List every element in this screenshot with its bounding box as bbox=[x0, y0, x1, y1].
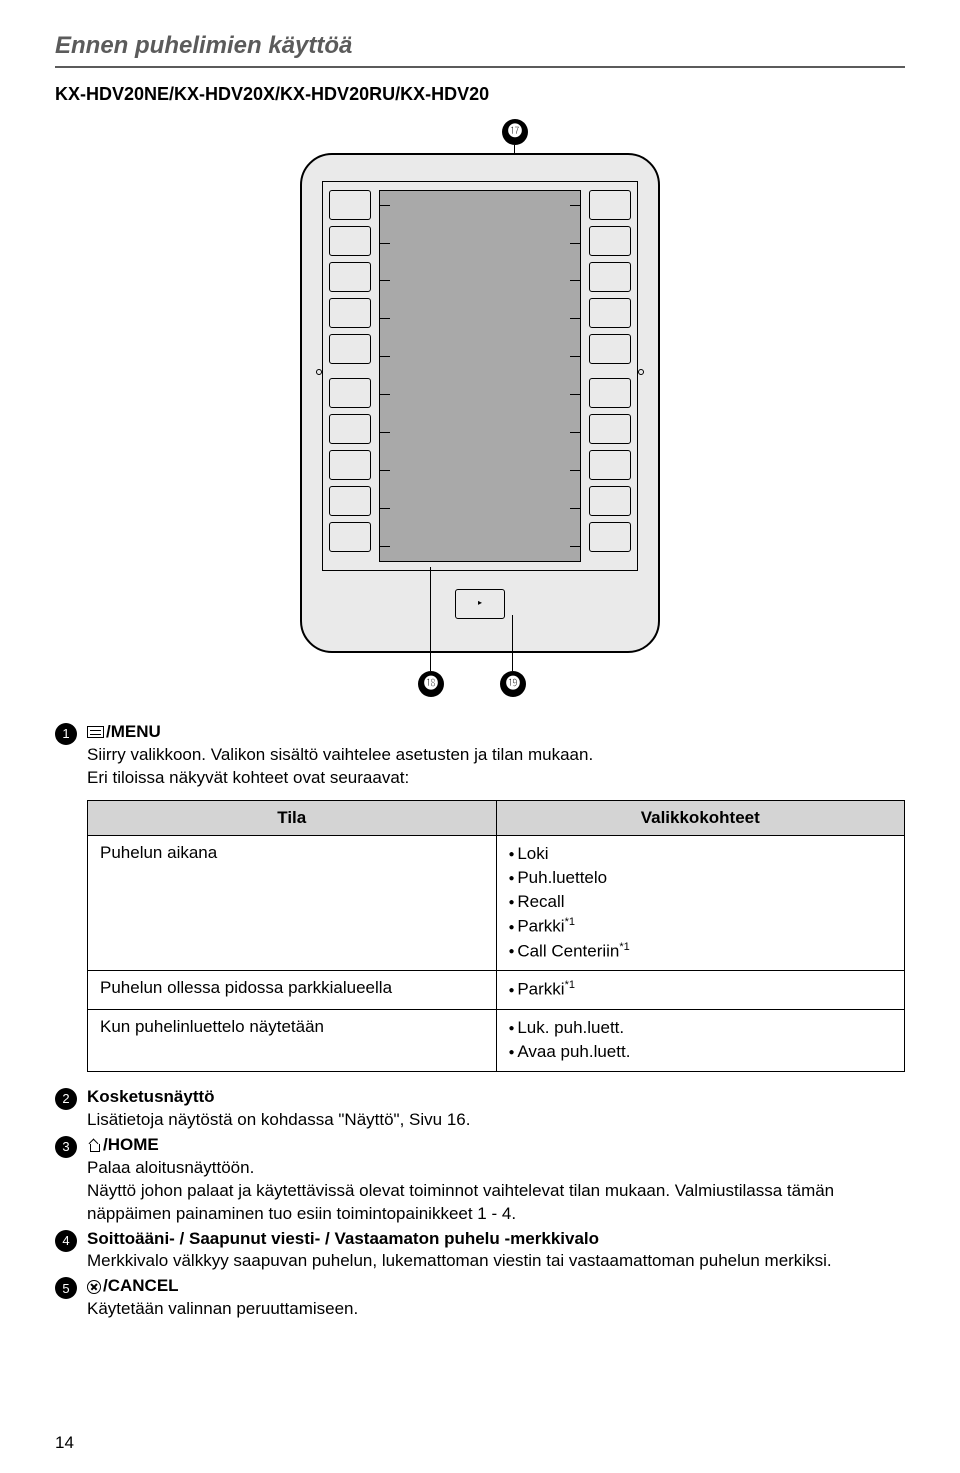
nav-button: ▸ bbox=[455, 589, 505, 619]
dss-button bbox=[589, 414, 631, 444]
legend-text: Palaa aloitusnäyttöön. bbox=[87, 1157, 905, 1180]
legend-item-3: 3 /HOME Palaa aloitusnäyttöön. Näyttö jo… bbox=[55, 1134, 905, 1226]
device-outline: ▸ bbox=[300, 153, 660, 653]
cancel-icon bbox=[87, 1280, 101, 1294]
legend-text: Käytetään valinnan peruuttamiseen. bbox=[87, 1298, 905, 1321]
legend-title: /MENU bbox=[106, 722, 161, 741]
hole-right bbox=[638, 369, 644, 375]
option-item: Puh.luettelo bbox=[509, 867, 893, 890]
cell-state: Kun puhelinluettelo näytetään bbox=[88, 1010, 497, 1072]
dss-button bbox=[329, 450, 371, 480]
menu-icon bbox=[87, 726, 104, 738]
dss-button bbox=[589, 450, 631, 480]
table-row: Puhelun ollessa pidossa parkkialueella P… bbox=[88, 971, 905, 1010]
dss-button bbox=[329, 522, 371, 552]
dss-button bbox=[589, 334, 631, 364]
leader-19 bbox=[512, 615, 513, 671]
hole-left bbox=[316, 369, 322, 375]
dss-button bbox=[329, 334, 371, 364]
model-line: KX-HDV20NE/KX-HDV20X/KX-HDV20RU/KX-HDV20 bbox=[55, 82, 905, 106]
dss-button bbox=[589, 522, 631, 552]
legend-badge: 1 bbox=[55, 723, 77, 745]
option-item: Avaa puh.luett. bbox=[509, 1041, 893, 1064]
page-number: 14 bbox=[55, 1432, 74, 1455]
cell-options: Parkki*1 bbox=[496, 971, 905, 1010]
menu-table: Tila Valikkokohteet Puhelun aikana Loki … bbox=[87, 800, 905, 1072]
legend-text: Lisätietoja näytöstä on kohdassa "Näyttö… bbox=[87, 1109, 905, 1132]
cell-state: Puhelun aikana bbox=[88, 836, 497, 971]
legend-badge: 2 bbox=[55, 1088, 77, 1110]
cell-options: Loki Puh.luettelo Recall Parkki*1 Call C… bbox=[496, 836, 905, 971]
option-item: Recall bbox=[509, 891, 893, 914]
dss-button bbox=[589, 298, 631, 328]
legend-title: Kosketusnäyttö bbox=[87, 1087, 215, 1106]
dss-button bbox=[589, 378, 631, 408]
table-row: Kun puhelinluettelo näytetään Luk. puh.l… bbox=[88, 1010, 905, 1072]
dss-button bbox=[329, 414, 371, 444]
legend-badge: 3 bbox=[55, 1136, 77, 1158]
legend-badge: 4 bbox=[55, 1230, 77, 1252]
th-options: Valikkokohteet bbox=[496, 800, 905, 836]
dss-button bbox=[329, 486, 371, 516]
cell-options: Luk. puh.luett. Avaa puh.luett. bbox=[496, 1010, 905, 1072]
dss-col-right bbox=[589, 190, 631, 562]
legend-text: Eri tiloissa näkyvät kohteet ovat seuraa… bbox=[87, 767, 905, 790]
dss-col-left bbox=[329, 190, 371, 562]
dss-button bbox=[589, 190, 631, 220]
device-inner bbox=[322, 181, 638, 571]
dss-button bbox=[329, 226, 371, 256]
legend-item-5: 5 /CANCEL Käytetään valinnan peruuttamis… bbox=[55, 1275, 905, 1321]
dss-button bbox=[329, 262, 371, 292]
legend-list: 1 /MENU Siirry valikkoon. Valikon sisält… bbox=[55, 721, 905, 1322]
dss-button bbox=[589, 486, 631, 516]
option-item: Parkki*1 bbox=[509, 915, 893, 939]
heading-rule bbox=[55, 66, 905, 68]
callout-17: ⓱ bbox=[502, 119, 528, 145]
dss-button bbox=[329, 298, 371, 328]
home-icon bbox=[87, 1139, 101, 1152]
legend-text: Siirry valikkoon. Valikon sisältö vaihte… bbox=[87, 744, 905, 767]
legend-item-2: 2 Kosketusnäyttö Lisätietoja näytöstä on… bbox=[55, 1086, 905, 1132]
legend-badge: 5 bbox=[55, 1277, 77, 1299]
dss-button bbox=[329, 378, 371, 408]
legend-title: /HOME bbox=[103, 1135, 159, 1154]
legend-title: Soittoääni- / Saapunut viesti- / Vastaam… bbox=[87, 1229, 599, 1248]
section-heading: Ennen puhelimien käyttöä bbox=[55, 30, 905, 62]
option-item: Loki bbox=[509, 843, 893, 866]
callout-19: ⓳ bbox=[500, 671, 526, 697]
legend-item-4: 4 Soittoääni- / Saapunut viesti- / Vasta… bbox=[55, 1228, 905, 1274]
device-diagram: ⓱ bbox=[270, 125, 690, 697]
option-item: Parkki*1 bbox=[509, 978, 893, 1002]
leader-18 bbox=[430, 567, 431, 671]
dss-button bbox=[589, 226, 631, 256]
legend-text: Merkkivalo välkkyy saapuvan puhelun, luk… bbox=[87, 1250, 905, 1273]
legend-title: /CANCEL bbox=[103, 1276, 179, 1295]
dss-button bbox=[329, 190, 371, 220]
legend-text: Näyttö johon palaat ja käytettävissä ole… bbox=[87, 1180, 905, 1226]
cell-state: Puhelun ollessa pidossa parkkialueella bbox=[88, 971, 497, 1010]
th-state: Tila bbox=[88, 800, 497, 836]
option-item: Call Centeriin*1 bbox=[509, 940, 893, 964]
legend-item-1: 1 /MENU Siirry valikkoon. Valikon sisält… bbox=[55, 721, 905, 1084]
option-item: Luk. puh.luett. bbox=[509, 1017, 893, 1040]
dss-button bbox=[589, 262, 631, 292]
table-row: Puhelun aikana Loki Puh.luettelo Recall … bbox=[88, 836, 905, 971]
callout-18: ⓲ bbox=[418, 671, 444, 697]
center-display bbox=[379, 190, 581, 562]
